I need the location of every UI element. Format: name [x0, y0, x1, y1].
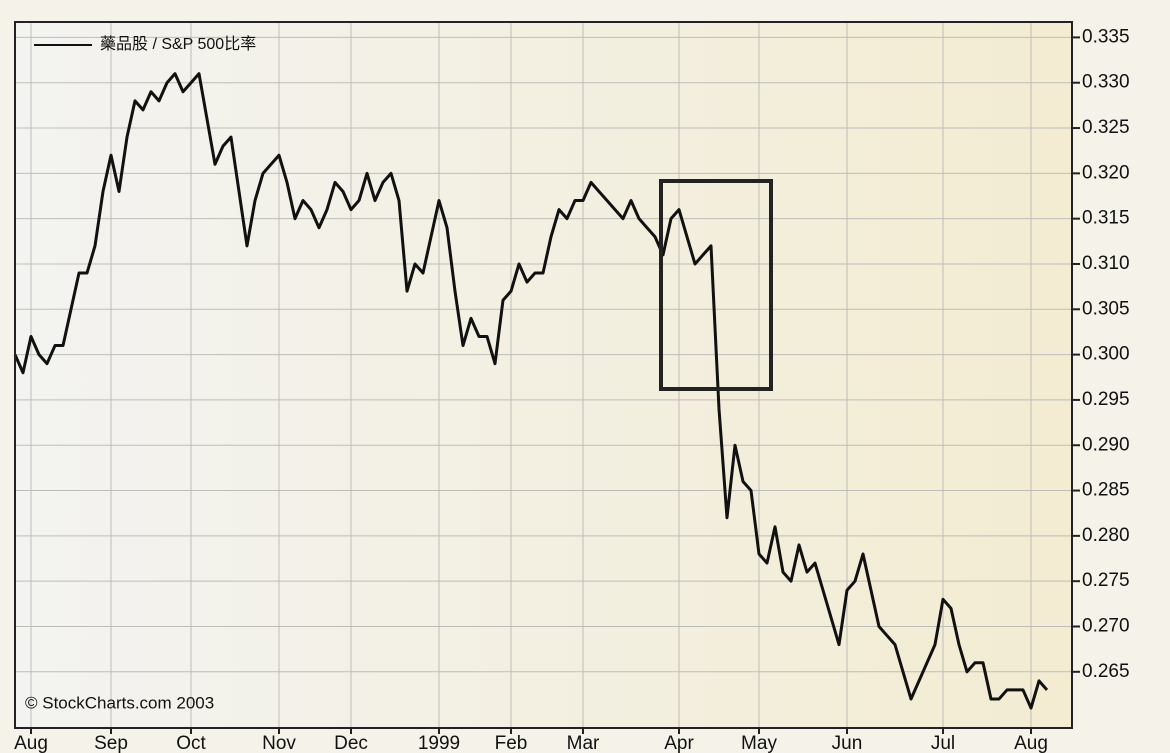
- x-tick-label: Aug: [1014, 733, 1048, 753]
- y-tick-label: 0.280: [1082, 525, 1130, 546]
- y-tick-label: 0.270: [1082, 616, 1130, 637]
- y-tick-label: 0.310: [1082, 253, 1130, 274]
- plot-frame: [14, 21, 1073, 729]
- y-tick-label: 0.315: [1082, 208, 1130, 229]
- y-tick-label: 0.295: [1082, 389, 1130, 410]
- x-tick-label: Nov: [262, 733, 296, 753]
- y-tick-label: 0.330: [1082, 72, 1130, 93]
- y-tick-label: 0.320: [1082, 162, 1130, 183]
- x-tick-label: May: [741, 733, 777, 753]
- x-tick-label: Apr: [664, 733, 694, 753]
- highlight-box: [659, 179, 773, 391]
- y-tick-label: 0.275: [1082, 570, 1130, 591]
- x-tick-label: Feb: [495, 733, 528, 753]
- y-tick-label: 0.305: [1082, 298, 1130, 319]
- x-tick-label: Dec: [334, 733, 368, 753]
- x-tick-label: Sep: [94, 733, 128, 753]
- legend-label: 藥品股 / S&P 500比率: [100, 35, 256, 53]
- grid: [15, 22, 1072, 728]
- x-tick-label: Oct: [176, 733, 206, 753]
- x-tick-label: 1999: [418, 733, 460, 753]
- copyright: © StockCharts.com 2003: [25, 693, 214, 712]
- y-tick-label: 0.285: [1082, 480, 1130, 501]
- y-tick-label: 0.335: [1082, 26, 1130, 47]
- y-tick-label: 0.300: [1082, 344, 1130, 365]
- x-tick-label: Aug: [14, 733, 48, 753]
- x-tick-label: Jun: [832, 733, 863, 753]
- y-tick-label: 0.290: [1082, 434, 1130, 455]
- line-series: [13, 72, 1049, 710]
- y-tick-label: 0.265: [1082, 661, 1130, 682]
- y-tick-label: 0.325: [1082, 117, 1130, 138]
- x-tick-label: Mar: [567, 733, 600, 753]
- x-tick-label: Jul: [931, 733, 955, 753]
- marks: [13, 72, 1049, 710]
